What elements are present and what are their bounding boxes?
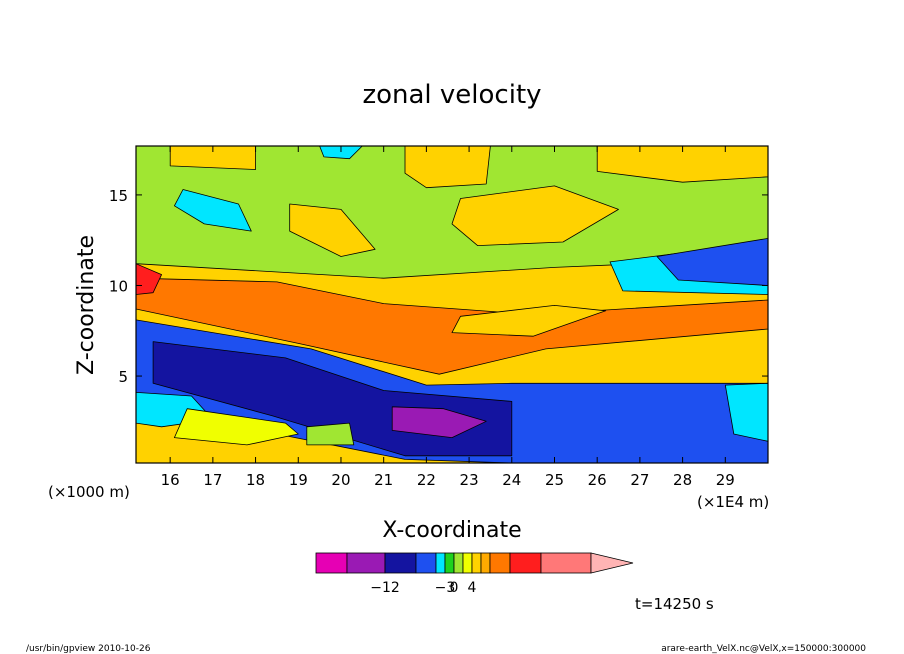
colorbar-segment (384, 552, 417, 574)
colorbar-tick-label: 4 (468, 580, 477, 596)
contour-region (136, 277, 768, 375)
footer-right: arare-earth_VelX.nc@VelX,x=150000:300000 (661, 644, 866, 654)
colorbar-tick-label: −12 (370, 580, 400, 596)
colorbar (315, 552, 634, 574)
x-tick-label: 23 (460, 471, 479, 489)
colorbar-segment (540, 552, 592, 574)
contour-region (391, 406, 487, 439)
contour-region (169, 146, 257, 170)
colorbar-segment (444, 552, 455, 574)
time-label: t=14250 s (635, 595, 714, 613)
contour-region (136, 146, 768, 279)
x-tick-label: 22 (417, 471, 436, 489)
colorbar-segment (435, 552, 446, 574)
x-tick-label: 17 (203, 471, 222, 489)
contour-region (596, 146, 768, 183)
y-tick-label: 5 (118, 368, 128, 386)
x-tick-label: 26 (588, 471, 607, 489)
colorbar-segment (346, 552, 386, 574)
y-axis-ticks: 5 10 15 (109, 187, 768, 386)
contour-region (173, 408, 299, 446)
x-axis-ticks: 16 17 18 19 20 21 22 23 24 25 26 27 28 29 (161, 146, 735, 489)
x-tick-label: 29 (716, 471, 735, 489)
contour-region (136, 263, 163, 295)
colorbar-segment (489, 552, 511, 574)
contour-region (451, 185, 619, 247)
colorbar-segment (415, 552, 437, 574)
x-axis-label: X-coordinate (382, 518, 521, 543)
contour-region (656, 237, 768, 286)
x-tick-label: 28 (673, 471, 692, 489)
contour-region (306, 422, 355, 446)
y-units-note: (×1000 m) (48, 483, 130, 501)
colorbar-segment (471, 552, 482, 574)
colorbar-extend-arrow (590, 552, 634, 574)
plot-frame (135, 145, 769, 464)
colorbar-segment (462, 552, 473, 574)
x-tick-label: 16 (161, 471, 180, 489)
x-tick-label: 27 (630, 471, 649, 489)
colorbar-segment (315, 552, 348, 574)
x-tick-label: 20 (331, 471, 350, 489)
x-units-note: (×1E4 m) (697, 493, 769, 511)
y-tick-label: 10 (109, 277, 128, 295)
contour-region (319, 146, 363, 160)
chart-title: zonal velocity (362, 80, 541, 110)
y-tick-label: 15 (109, 187, 128, 205)
contour-region (724, 382, 768, 442)
contour-region (451, 304, 607, 337)
colorbar-segment (453, 552, 464, 574)
colorbar-segment (480, 552, 491, 574)
contour-region (404, 146, 491, 189)
x-tick-label: 18 (246, 471, 265, 489)
contour-region (289, 203, 376, 257)
colorbar-segment (509, 552, 542, 574)
x-tick-label: 21 (374, 471, 393, 489)
y-axis-label: Z-coordinate (74, 235, 99, 375)
colorbar-labels: −12 −30 4 (370, 580, 476, 596)
footer-left: /usr/bin/gpview 2010-10-26 (26, 644, 151, 654)
x-tick-label: 24 (502, 471, 521, 489)
x-tick-label: 25 (545, 471, 564, 489)
contour-region (173, 189, 252, 232)
x-tick-label: 19 (289, 471, 308, 489)
colorbar-tick-label: −3 (435, 580, 456, 596)
colorbar-tick-label: 0 (450, 580, 459, 596)
plot-area (135, 145, 769, 464)
